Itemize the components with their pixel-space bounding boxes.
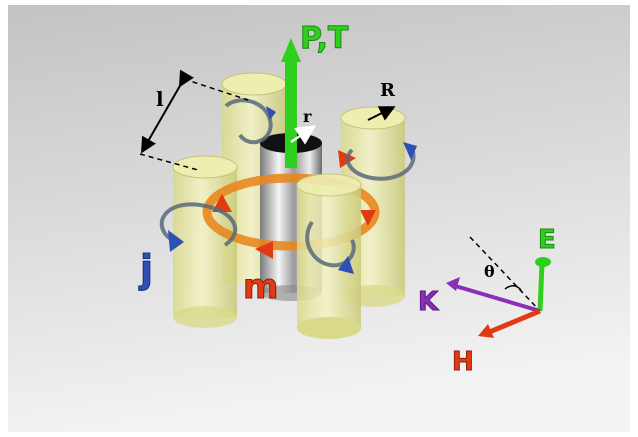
current-arrowhead-right bbox=[403, 142, 417, 160]
label-electric-field: E bbox=[538, 225, 556, 255]
ring-arrowhead-4 bbox=[360, 210, 376, 226]
label-length: l bbox=[156, 87, 164, 111]
length-dimension bbox=[139, 69, 249, 171]
e-field-arrow bbox=[537, 263, 545, 312]
theta-arc bbox=[504, 285, 522, 291]
label-power-torque: P,T bbox=[300, 21, 349, 56]
label-magnetization: m bbox=[243, 267, 278, 307]
current-loop-right bbox=[345, 147, 416, 181]
theta-reference-line bbox=[469, 236, 541, 312]
label-wave-vector: K bbox=[418, 287, 439, 317]
ring-arrowhead-3 bbox=[255, 241, 273, 259]
label-current: j bbox=[138, 247, 153, 291]
label-inner-radius: r bbox=[303, 107, 312, 126]
field-triad bbox=[446, 236, 551, 338]
h-field-arrow bbox=[486, 308, 541, 336]
outer-radius-arrow bbox=[367, 106, 396, 121]
k-vector-arrow bbox=[451, 283, 541, 313]
label-angle: θ bbox=[484, 262, 495, 281]
current-loop-front bbox=[305, 220, 356, 268]
inner-radius-arrow bbox=[290, 125, 317, 145]
label-magnetic-field: H bbox=[452, 347, 474, 377]
label-outer-radius: R bbox=[380, 80, 396, 101]
current-arrowhead-back bbox=[266, 106, 276, 120]
current-loop-left bbox=[159, 202, 238, 247]
cylinder-front bbox=[296, 173, 362, 339]
current-arrowhead-front bbox=[338, 256, 354, 274]
current-arrowhead-left bbox=[168, 230, 184, 252]
